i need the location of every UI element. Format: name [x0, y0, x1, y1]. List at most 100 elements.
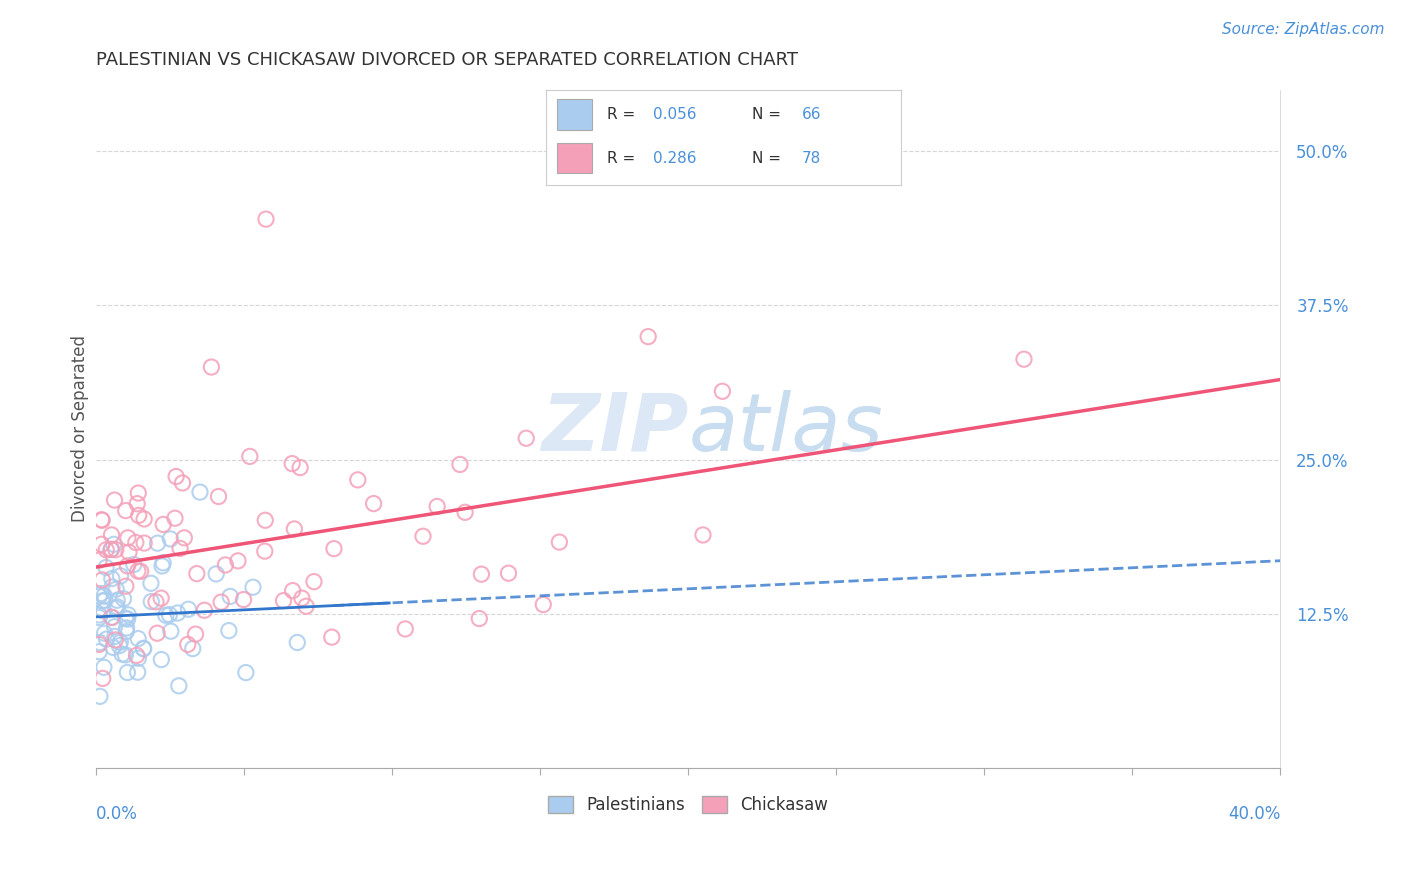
- Point: [93, 660, 115, 674]
- Point: [302, 574, 325, 589]
- Point: [91, 573, 114, 587]
- Point: [114, 503, 136, 517]
- Point: [111, 647, 134, 661]
- Point: [89, 635, 111, 649]
- Point: [118, 545, 141, 559]
- Point: [188, 485, 211, 500]
- Point: [145, 595, 167, 609]
- Point: [96, 542, 118, 557]
- Text: PALESTINIAN VS CHICKASAW DIVORCED OR SEPARATED CORRELATION CHART: PALESTINIAN VS CHICKASAW DIVORCED OR SEP…: [96, 51, 799, 69]
- Point: [160, 624, 183, 639]
- Point: [93, 589, 115, 603]
- Point: [103, 493, 125, 508]
- Point: [89, 637, 111, 651]
- Point: [104, 601, 127, 615]
- Point: [291, 591, 314, 606]
- Point: [115, 621, 138, 635]
- Point: [91, 513, 114, 527]
- Point: [117, 612, 139, 626]
- Point: [146, 536, 169, 550]
- Point: [167, 679, 190, 693]
- Point: [449, 458, 471, 472]
- Point: [288, 460, 311, 475]
- Point: [96, 632, 118, 647]
- Point: [155, 608, 177, 623]
- Point: [104, 542, 127, 557]
- Point: [127, 486, 149, 500]
- Point: [637, 329, 659, 343]
- Point: [127, 632, 149, 646]
- Point: [150, 591, 173, 606]
- Text: atlas: atlas: [688, 390, 883, 467]
- Point: [89, 589, 111, 603]
- Legend: Palestinians, Chickasaw: Palestinians, Chickasaw: [541, 789, 835, 821]
- Point: [103, 537, 125, 551]
- Point: [498, 566, 520, 581]
- Point: [114, 611, 136, 625]
- Point: [152, 556, 174, 570]
- Point: [346, 473, 368, 487]
- Point: [363, 497, 385, 511]
- Point: [117, 665, 139, 680]
- Point: [100, 528, 122, 542]
- Point: [1012, 352, 1035, 367]
- Point: [531, 598, 554, 612]
- Point: [117, 558, 139, 573]
- Point: [412, 529, 434, 543]
- Point: [89, 645, 111, 659]
- Point: [200, 359, 222, 374]
- Point: [112, 591, 135, 606]
- Point: [134, 536, 156, 550]
- Point: [166, 606, 188, 620]
- Point: [253, 544, 276, 558]
- Point: [281, 457, 304, 471]
- Point: [115, 624, 138, 639]
- Point: [254, 212, 277, 227]
- Point: [101, 572, 124, 586]
- Point: [177, 602, 200, 616]
- Point: [108, 639, 131, 653]
- Point: [132, 641, 155, 656]
- Point: [91, 672, 114, 686]
- Point: [209, 595, 232, 609]
- Point: [173, 531, 195, 545]
- Point: [105, 582, 128, 597]
- Point: [117, 607, 139, 622]
- Point: [711, 384, 734, 399]
- Text: Source: ZipAtlas.com: Source: ZipAtlas.com: [1222, 22, 1385, 37]
- Point: [141, 594, 163, 608]
- Point: [110, 635, 132, 649]
- Point: [172, 475, 194, 490]
- Point: [127, 497, 149, 511]
- Point: [232, 592, 254, 607]
- Point: [93, 604, 115, 618]
- Point: [105, 599, 128, 614]
- Point: [157, 607, 180, 622]
- Point: [235, 665, 257, 680]
- Point: [295, 599, 318, 614]
- Point: [426, 500, 449, 514]
- Point: [177, 637, 200, 651]
- Point: [281, 583, 304, 598]
- Point: [103, 640, 125, 655]
- Text: 0.0%: 0.0%: [96, 805, 138, 823]
- Point: [186, 566, 208, 581]
- Point: [104, 629, 127, 643]
- Point: [89, 553, 111, 567]
- Point: [239, 450, 262, 464]
- Point: [125, 648, 148, 663]
- Point: [128, 508, 150, 523]
- Point: [139, 576, 162, 591]
- Point: [323, 541, 346, 556]
- Point: [163, 511, 186, 525]
- Point: [100, 542, 122, 557]
- Point: [90, 513, 112, 527]
- Point: [394, 622, 416, 636]
- Point: [93, 626, 115, 640]
- Point: [110, 569, 132, 583]
- Point: [169, 541, 191, 556]
- Text: 40.0%: 40.0%: [1227, 805, 1281, 823]
- Point: [218, 624, 240, 638]
- Text: ZIP: ZIP: [541, 390, 688, 467]
- Point: [454, 505, 477, 519]
